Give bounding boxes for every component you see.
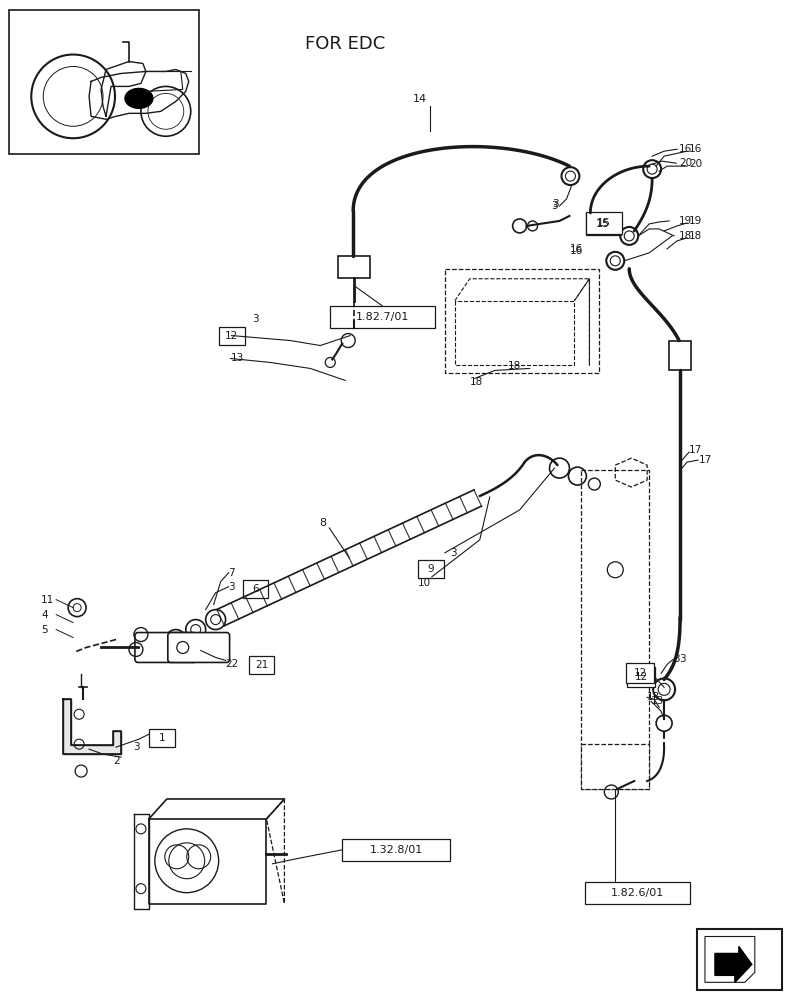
- Text: 14: 14: [412, 94, 427, 104]
- Ellipse shape: [125, 88, 152, 108]
- Text: 19: 19: [678, 216, 692, 226]
- FancyBboxPatch shape: [168, 633, 230, 662]
- Text: 21: 21: [255, 660, 268, 670]
- Polygon shape: [704, 937, 754, 982]
- Text: 13: 13: [650, 696, 663, 706]
- Bar: [581, 744, 648, 789]
- Text: 18: 18: [689, 231, 702, 241]
- Bar: [626, 667, 654, 687]
- Text: 8: 8: [319, 518, 326, 528]
- Text: 12: 12: [633, 668, 646, 678]
- Text: 3: 3: [252, 314, 259, 324]
- Text: 12: 12: [633, 672, 647, 682]
- Text: 15: 15: [595, 219, 610, 229]
- Bar: [585, 882, 689, 904]
- Text: 11: 11: [41, 595, 54, 605]
- Bar: [148, 729, 174, 747]
- Bar: [218, 327, 244, 345]
- Text: 20: 20: [678, 158, 691, 168]
- Text: 18: 18: [678, 231, 692, 241]
- Bar: [341, 839, 449, 861]
- Text: 16: 16: [678, 144, 692, 154]
- Text: FOR EDC: FOR EDC: [305, 35, 385, 53]
- Text: 16: 16: [569, 246, 582, 256]
- Bar: [586, 213, 620, 235]
- Text: 20: 20: [689, 159, 702, 169]
- Text: 13: 13: [230, 353, 243, 363]
- Text: 19: 19: [689, 216, 702, 226]
- Bar: [338, 256, 370, 278]
- Text: 10: 10: [418, 578, 431, 588]
- Text: 1: 1: [158, 733, 165, 743]
- Bar: [581, 470, 648, 789]
- Text: 3: 3: [449, 548, 456, 558]
- Text: 18: 18: [507, 361, 521, 371]
- Text: 6: 6: [252, 584, 259, 594]
- FancyBboxPatch shape: [135, 633, 196, 662]
- Text: 3: 3: [133, 742, 139, 752]
- Bar: [668, 341, 690, 370]
- Text: 1.32.8/01: 1.32.8/01: [369, 845, 423, 855]
- Bar: [696, 929, 781, 990]
- Text: 5: 5: [41, 625, 48, 635]
- Bar: [625, 663, 654, 683]
- Text: 1.82.7/01: 1.82.7/01: [355, 312, 408, 322]
- Text: 3: 3: [229, 582, 235, 592]
- Text: 3: 3: [678, 654, 684, 664]
- Text: 3: 3: [551, 199, 559, 209]
- Bar: [444, 269, 599, 373]
- Polygon shape: [714, 946, 751, 982]
- Text: 3: 3: [551, 201, 557, 211]
- Text: 2: 2: [113, 756, 119, 766]
- Text: 22: 22: [225, 659, 238, 669]
- Bar: [418, 560, 444, 578]
- Text: 16: 16: [569, 244, 582, 254]
- Text: 1.82.6/01: 1.82.6/01: [610, 888, 663, 898]
- Text: 16: 16: [689, 144, 702, 154]
- Text: 3: 3: [672, 654, 679, 664]
- Polygon shape: [63, 699, 121, 754]
- Text: 15: 15: [597, 218, 611, 228]
- Text: 17: 17: [689, 445, 702, 455]
- Bar: [248, 656, 274, 674]
- Bar: [330, 306, 435, 328]
- Text: 18: 18: [470, 377, 483, 387]
- Text: 7: 7: [229, 568, 235, 578]
- Text: 4: 4: [41, 610, 48, 620]
- Text: 12: 12: [225, 331, 238, 341]
- Text: 17: 17: [698, 455, 711, 465]
- Bar: [242, 580, 268, 598]
- Bar: [586, 212, 621, 234]
- Text: 9: 9: [427, 564, 434, 574]
- Text: 13: 13: [646, 692, 659, 702]
- Bar: [10, 10, 199, 154]
